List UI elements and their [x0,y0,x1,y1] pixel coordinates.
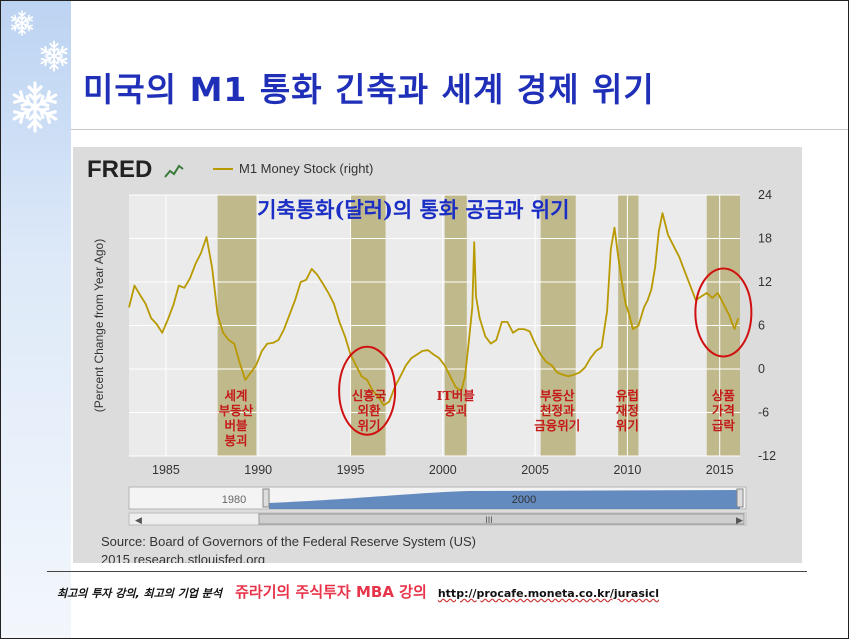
crisis-annotation: 금융위기 [534,418,580,433]
y-tick-label: 24 [758,188,772,202]
crisis-annotation: 붕괴 [225,433,248,448]
snowflake-icon [37,39,71,73]
crisis-annotation: 외환 [357,403,381,418]
x-tick-label: 1985 [152,463,180,477]
navigator-label: 1980 [222,494,246,506]
legend-label: M1 Money Stock (right) [239,161,373,176]
logo-graph-line [164,164,184,178]
fred-logo: FRED [87,156,152,183]
crisis-annotation: 버블 [225,418,249,433]
crisis-annotation: 상품 [712,388,736,403]
footer-divider [47,571,807,572]
crisis-annotation: 가격 [712,403,735,418]
scrollbar-thumb [258,513,745,525]
x-tick-label: 2010 [613,463,641,477]
y-tick-label: 6 [758,319,765,333]
x-tick-label: 2005 [521,463,549,477]
fred-chart: 24 18 12 6 0 -6 -12 1985 1990 1995 2000 2005 2010 201… [87,156,776,563]
y-tick-label: -6 [758,406,769,420]
crisis-annotation: 급락 [712,418,736,433]
crisis-annotation: 천정과 [540,403,575,418]
crisis-annotation: 재정 [616,403,639,418]
navigator-series [269,490,740,509]
footer: 최고의 투자 강의, 최고의 기업 분석 쥬라기의 주식투자 MBA 강의 ht… [57,581,817,605]
navigator-handle-left [262,488,270,508]
crisis-annotation: 세계 [225,388,248,403]
x-tick-label: 2000 [429,463,457,477]
highlight-circle [338,345,397,436]
snowflake-icon [7,79,63,135]
y-tick-label: 0 [758,362,765,376]
footer-tagline: 최고의 투자 강의, 최고의 기업 분석 [57,587,223,600]
navigator-label: 2000 [512,494,536,506]
scrollbar-grip: III [485,515,493,525]
series-line [128,212,740,407]
snowflake-icon [8,9,36,37]
highlight-circle [694,267,753,358]
footer-url-link[interactable]: http://procafe.moneta.co.kr/jurasicl [437,587,659,600]
crisis-annotation: 유럽 [616,388,639,403]
crisis-annotation: 부동산 [219,403,254,418]
scroll-right-arrow-icon: ▶ [736,516,743,526]
crisis-annotation: 신흥국 [352,388,387,403]
source-line: 2015 research.stlouisfed.org [101,552,265,563]
y-axis-label: (Percent Change from Year Ago) [92,239,106,412]
footer-brand: 쥬라기의 주식투자 MBA 강의 [235,583,427,601]
source-line: Source: Board of Governors of the Federa… [101,534,476,549]
crisis-annotation: 위기 [616,418,639,433]
crisis-annotation: IT버블 [437,388,476,403]
y-tick-label: 18 [758,232,772,246]
y-tick-label: -12 [758,449,776,463]
slide-title: 미국의 M1 통화 긴축과 세계 경제 위기 [83,70,655,109]
y-tick-label: 12 [758,275,772,289]
x-tick-label: 1995 [337,463,365,477]
scroll-left-arrow-icon: ◀ [135,516,142,526]
crisis-annotation: 부동산 [540,388,575,403]
crisis-annotation: 붕괴 [444,403,467,418]
navigator-handle-right [736,488,744,508]
fred-logo-graph-icon [164,164,184,178]
x-tick-label: 2015 [706,463,734,477]
title-divider [71,129,848,130]
crisis-annotation: 위기 [357,418,380,433]
overlay-title: 기축통화(달러)의 통화 공급과 위기 [257,197,569,222]
x-tick-label: 1990 [244,463,272,477]
